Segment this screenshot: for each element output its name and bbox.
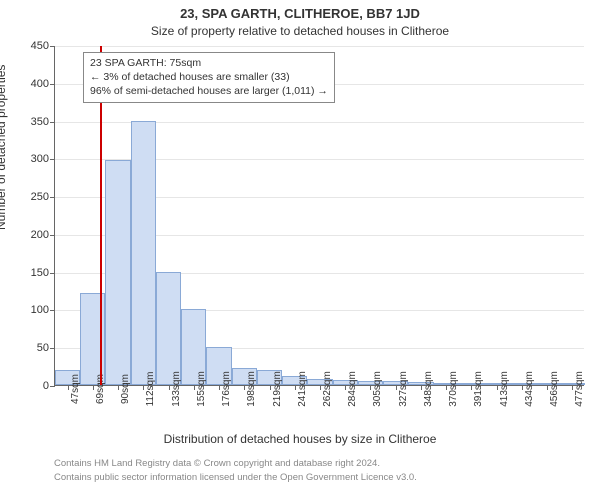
ytick-mark <box>50 197 55 198</box>
xtick-label: 219sqm <box>270 371 283 407</box>
ytick-label: 50 <box>37 342 49 354</box>
ytick-label: 350 <box>31 116 49 128</box>
annotation-line: ← 3% of detached houses are smaller (33) <box>90 70 328 84</box>
gridline-h <box>55 46 584 47</box>
annotation-line: 96% of semi-detached houses are larger (… <box>90 84 328 98</box>
histogram-bar <box>131 121 156 385</box>
xtick-label: 477sqm <box>572 371 585 407</box>
xtick-label: 176sqm <box>219 371 232 407</box>
xtick-label: 90sqm <box>118 374 131 404</box>
ytick-mark <box>50 348 55 349</box>
histogram-bar <box>105 160 130 385</box>
xtick-label: 112sqm <box>143 372 156 407</box>
xtick-label: 262sqm <box>320 371 333 407</box>
ytick-mark <box>50 310 55 311</box>
ytick-mark <box>50 84 55 85</box>
ytick-label: 100 <box>31 304 49 316</box>
y-axis-label: Number of detached properties <box>0 65 8 230</box>
ytick-mark <box>50 46 55 47</box>
credits-line-2: Contains public sector information licen… <box>54 472 594 483</box>
page-title: 23, SPA GARTH, CLITHEROE, BB7 1JD <box>0 6 600 21</box>
xtick-label: 391sqm <box>471 371 484 407</box>
xtick-label: 305sqm <box>370 371 383 407</box>
ytick-label: 0 <box>43 380 49 392</box>
xtick-label: 370sqm <box>446 371 459 407</box>
ytick-mark <box>50 235 55 236</box>
plot-area: 05010015020025030035040045047sqm69sqm90s… <box>54 46 584 386</box>
histogram-bar <box>156 272 181 385</box>
ytick-mark <box>50 386 55 387</box>
xtick-label: 241sqm <box>295 371 308 407</box>
chart-page: 23, SPA GARTH, CLITHEROE, BB7 1JD Size o… <box>0 0 600 500</box>
xtick-label: 413sqm <box>497 371 510 407</box>
credits-line-1: Contains HM Land Registry data © Crown c… <box>54 458 594 469</box>
xtick-label: 47sqm <box>68 374 81 404</box>
ytick-label: 400 <box>31 78 49 90</box>
xtick-label: 434sqm <box>522 371 535 407</box>
xtick-label: 69sqm <box>93 374 106 404</box>
xtick-label: 198sqm <box>244 371 257 407</box>
ytick-label: 150 <box>31 267 49 279</box>
annotation-box: 23 SPA GARTH: 75sqm← 3% of detached hous… <box>83 52 335 103</box>
ytick-mark <box>50 159 55 160</box>
ytick-label: 300 <box>31 153 49 165</box>
x-axis-label: Distribution of detached houses by size … <box>0 432 600 446</box>
chart-subtitle: Size of property relative to detached ho… <box>0 24 600 38</box>
ytick-label: 450 <box>31 40 49 52</box>
ytick-mark <box>50 122 55 123</box>
ytick-label: 250 <box>31 191 49 203</box>
xtick-label: 327sqm <box>396 371 409 407</box>
xtick-label: 456sqm <box>547 371 560 407</box>
xtick-label: 284sqm <box>345 371 358 407</box>
xtick-label: 133sqm <box>169 371 182 407</box>
ytick-label: 200 <box>31 229 49 241</box>
annotation-line: 23 SPA GARTH: 75sqm <box>90 56 328 70</box>
xtick-label: 348sqm <box>421 371 434 407</box>
ytick-mark <box>50 273 55 274</box>
xtick-label: 155sqm <box>194 371 207 407</box>
